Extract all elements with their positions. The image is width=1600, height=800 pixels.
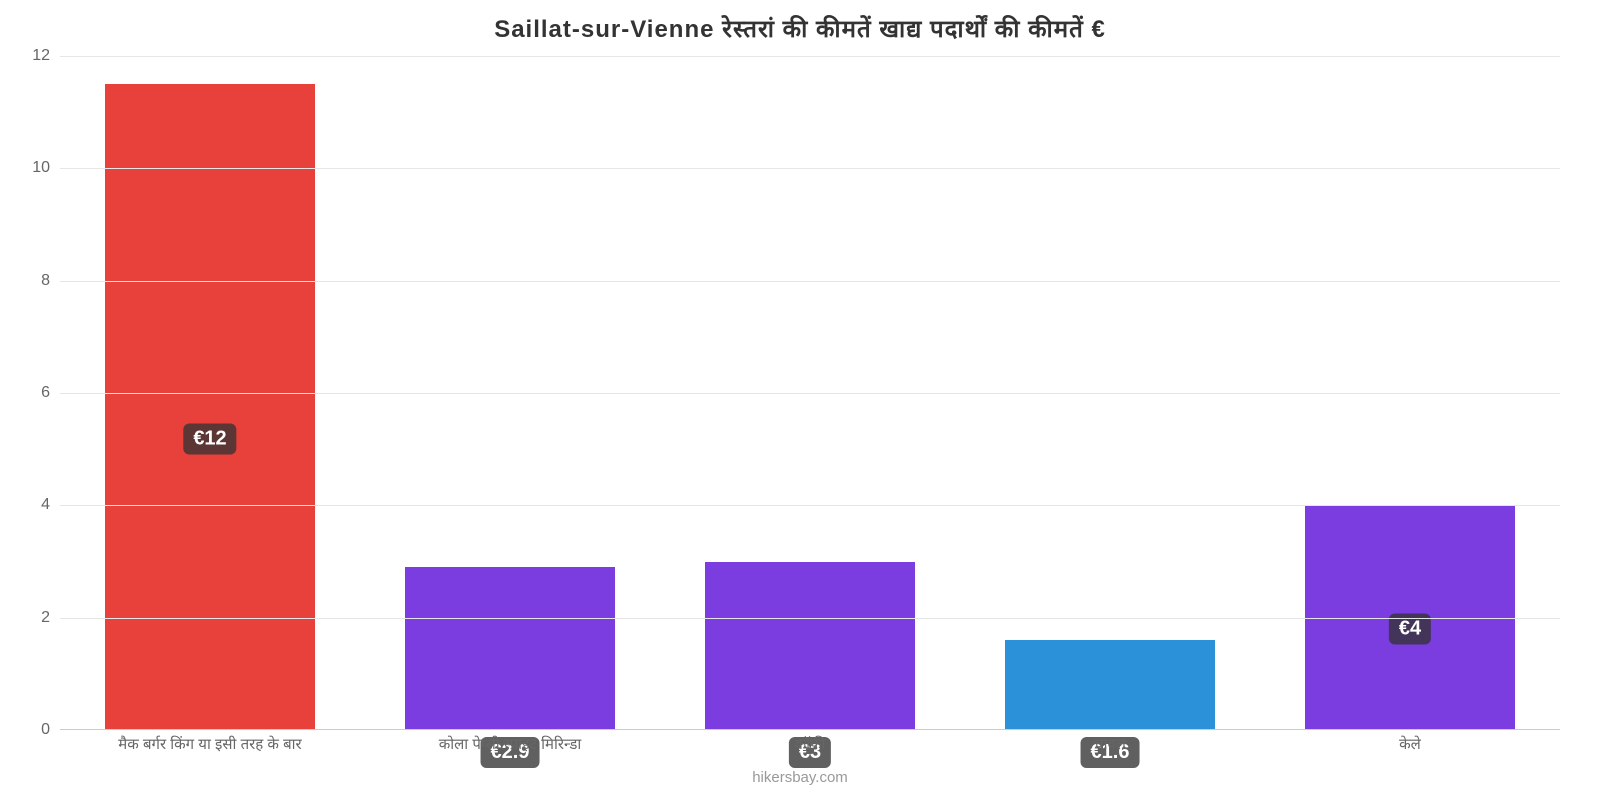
- x-axis-labels: मैक बर्गर किंग या इसी तरह के बार कोला पेप…: [60, 734, 1560, 756]
- y-tick-label: 6: [10, 384, 60, 402]
- x-tick-label: केले: [1399, 734, 1421, 754]
- y-tick-label: 0: [10, 721, 60, 739]
- bar: €12: [105, 84, 315, 730]
- bar: €1.6: [1005, 640, 1215, 730]
- y-tick-label: 8: [10, 272, 60, 290]
- y-tick-label: 12: [10, 47, 60, 65]
- gridline: [60, 505, 1560, 506]
- x-tick-label: मैक बर्गर किंग या इसी तरह के बार: [118, 734, 301, 754]
- y-tick-label: 4: [10, 496, 60, 514]
- gridline: [60, 168, 1560, 169]
- y-tick-label: 2: [10, 609, 60, 627]
- chart-footer: hikersbay.com: [0, 769, 1600, 786]
- x-tick-label: कॉफी: [795, 734, 826, 754]
- gridline: [60, 281, 1560, 282]
- gridline: [60, 56, 1560, 57]
- chart-container: Saillat-sur-Vienne रेस्तरां की कीमतें खा…: [0, 0, 1600, 800]
- x-axis-baseline: [60, 729, 1560, 730]
- gridline: [60, 393, 1560, 394]
- y-tick-label: 10: [10, 159, 60, 177]
- x-tick-label: कोला पेप्सी स्प्राइट मिरिन्डा: [439, 734, 582, 754]
- chart-title: Saillat-sur-Vienne रेस्तरां की कीमतें खा…: [0, 0, 1600, 45]
- x-tick-label: चावल: [1094, 734, 1126, 754]
- plot-area: €12€2.9€3€1.6€4 024681012: [60, 56, 1560, 730]
- bar-value-label: €12: [183, 424, 236, 455]
- bar: €2.9: [405, 567, 615, 730]
- bar: €3: [705, 562, 915, 731]
- gridline: [60, 618, 1560, 619]
